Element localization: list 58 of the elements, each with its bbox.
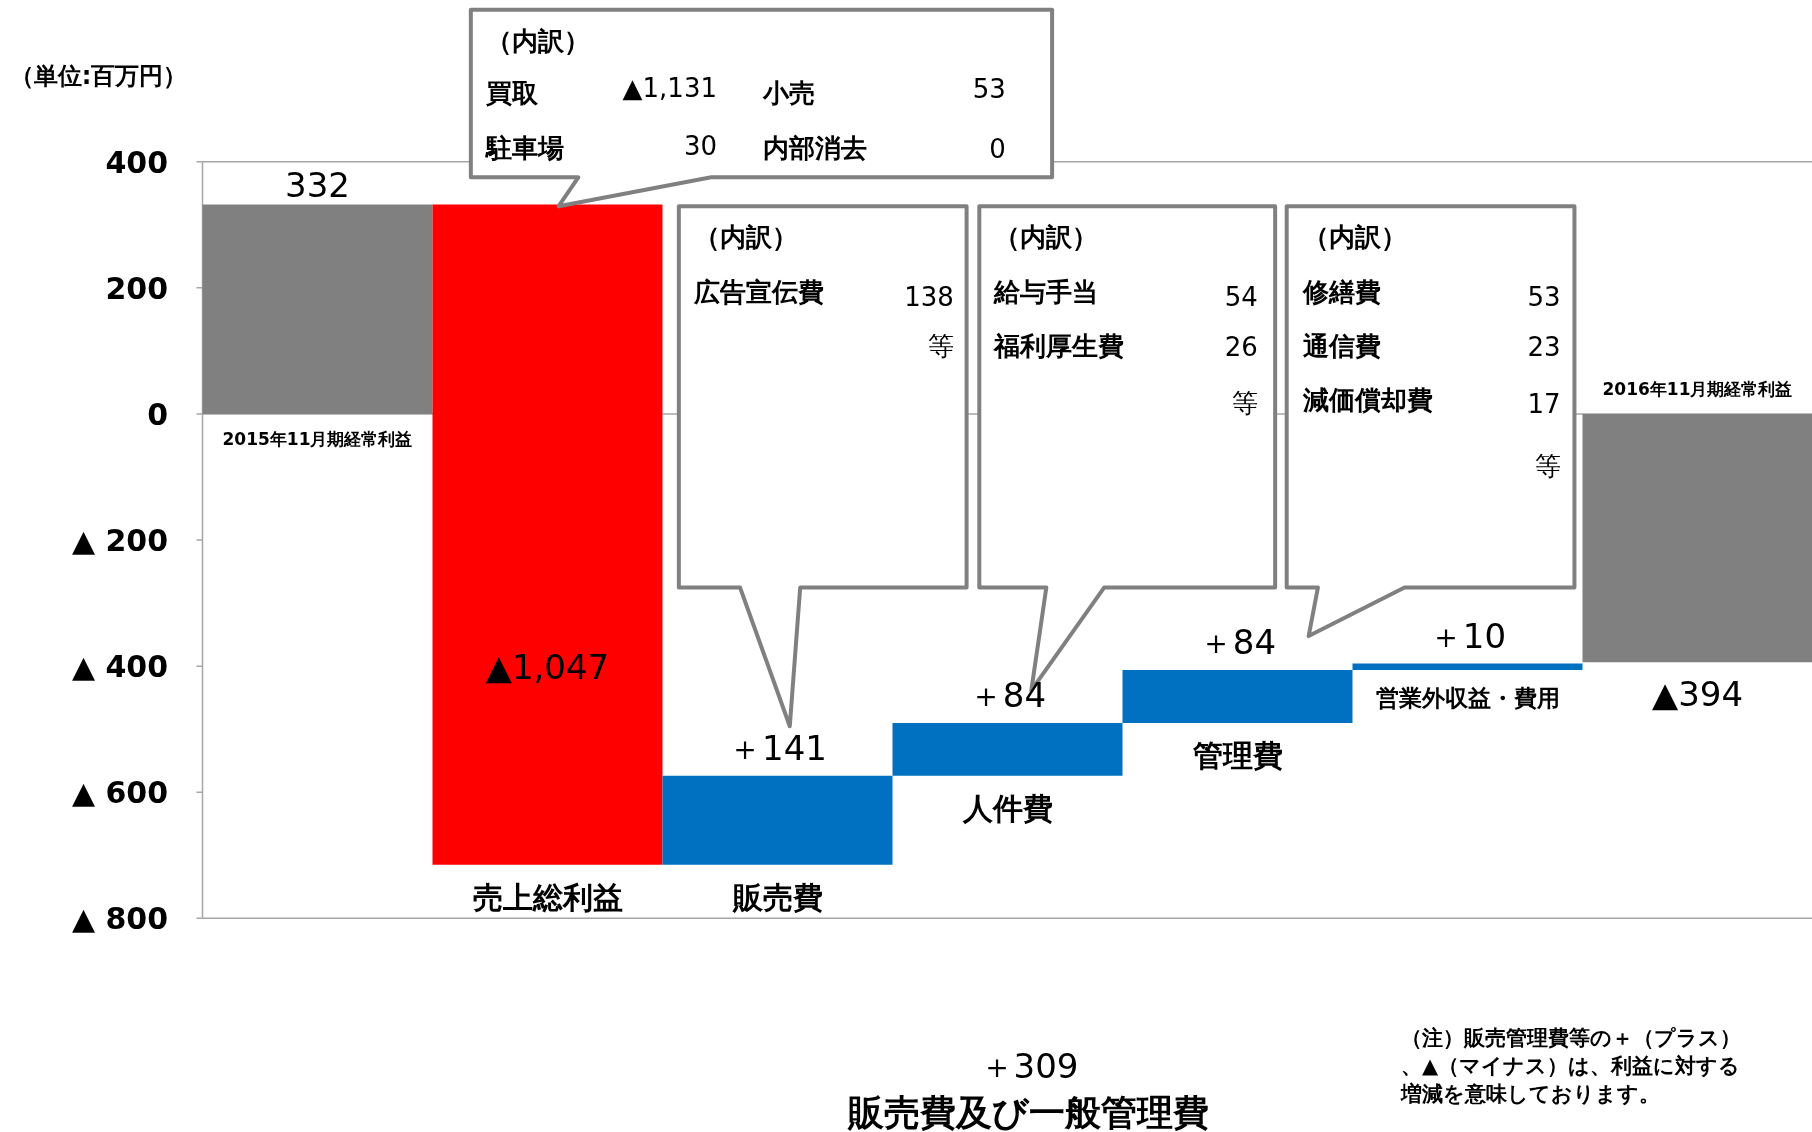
x-tick-label: 管理費 <box>1191 738 1283 774</box>
annotation: 54 <box>1224 282 1258 313</box>
x-tick-label: 2016年11月期経常利益 <box>1602 378 1793 399</box>
annotation: （内訳） <box>994 222 1099 253</box>
text: ＋309 <box>979 1045 1079 1086</box>
text: 販売費及び一般管理費 <box>847 1091 1210 1132</box>
bar <box>892 722 1123 776</box>
x-tick-label: 営業外収益・費用 <box>1375 685 1560 712</box>
bar <box>1582 413 1812 663</box>
bar <box>662 775 893 865</box>
annotation: 福利厚生費 <box>992 331 1125 362</box>
y-axis-title: （単位:百万円） <box>9 61 188 90</box>
y-tick-label: 400 <box>105 144 169 180</box>
annotation: 23 <box>1527 332 1561 363</box>
text: 買取 <box>485 77 539 108</box>
x-tick-label: 2015年11月期経常利益 <box>222 429 413 450</box>
annotation: 等 <box>927 331 954 362</box>
data-label: ＋10 <box>1428 616 1507 657</box>
annotation: 等 <box>1534 451 1561 482</box>
text: ▲1,131 <box>622 73 717 104</box>
bar <box>202 204 433 414</box>
x-tick-label: 売上総利益 <box>472 879 623 915</box>
bar <box>1352 663 1583 670</box>
annotation: （内訳） <box>693 222 798 253</box>
annotation: 広告宣伝費 <box>692 276 824 307</box>
text: 小売 <box>762 77 816 108</box>
y-tick-label: 0 <box>147 396 169 432</box>
text: 30 <box>683 130 717 161</box>
y-tick-label: ▲ 200 <box>71 522 169 558</box>
y-tick-label: ▲ 400 <box>71 648 169 684</box>
text: （注）販売管理費等の＋（プラス）、▲（マイナス）は、利益に対する増減を意味しております。 <box>1400 1026 1742 1106</box>
text: 53 <box>972 74 1006 105</box>
x-tick-label: 販売費 <box>731 879 823 915</box>
annotation: 減価償却費 <box>1301 385 1433 416</box>
annotation: 等 <box>1231 387 1258 418</box>
y-tick-label: 200 <box>105 270 169 306</box>
y-tick-label: ▲ 800 <box>71 900 169 936</box>
annotation: 駐車場 <box>484 133 564 164</box>
annotation: 26 <box>1224 332 1258 363</box>
annotation: 修繕費 <box>1301 276 1381 307</box>
data-label: ＋141 <box>728 728 827 769</box>
annotation: 53 <box>1527 282 1561 313</box>
annotation: 通信費 <box>1302 331 1381 362</box>
annotation: 内部消去 <box>763 133 868 164</box>
data-label: ▲394 <box>1651 673 1744 714</box>
x-tick-label: 人件費 <box>961 790 1053 826</box>
annotation: 給与手当 <box>993 276 1099 307</box>
data-label: ▲1,047 <box>485 646 610 687</box>
data-label: 332 <box>285 164 350 205</box>
y-tick-label: ▲ 600 <box>71 774 169 810</box>
text: （内訳） <box>485 25 590 56</box>
annotation: 17 <box>1527 388 1561 419</box>
data-label: ＋84 <box>968 675 1047 716</box>
bar <box>1122 669 1353 723</box>
annotation: 138 <box>904 282 954 313</box>
data-label: ＋84 <box>1198 622 1277 663</box>
annotation: （内訳） <box>1302 222 1407 253</box>
annotation: 0 <box>989 134 1006 165</box>
